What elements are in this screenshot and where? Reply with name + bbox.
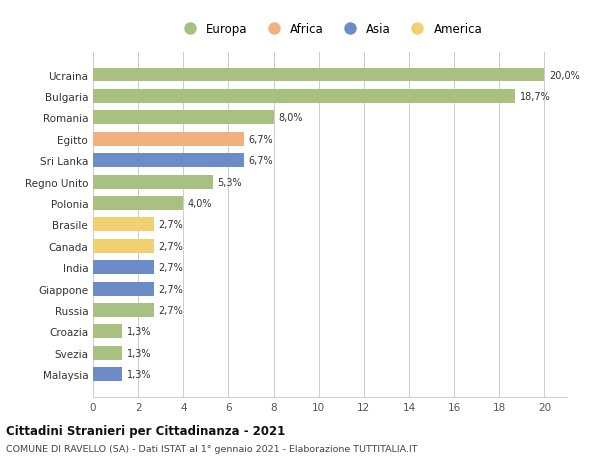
Text: Cittadini Stranieri per Cittadinanza - 2021: Cittadini Stranieri per Cittadinanza - 2… [6,424,285,437]
Text: 6,7%: 6,7% [249,156,274,166]
Bar [93,346,122,360]
Bar [93,282,154,296]
Bar [93,196,183,211]
Bar [93,239,154,253]
Text: 8,0%: 8,0% [278,113,302,123]
Text: 2,7%: 2,7% [158,284,183,294]
Text: 6,7%: 6,7% [249,134,274,145]
Bar [93,90,515,104]
Bar [93,261,154,274]
Text: 4,0%: 4,0% [188,199,212,208]
Bar [93,154,244,168]
Text: 2,7%: 2,7% [158,263,183,273]
Bar [93,133,244,146]
Text: 1,3%: 1,3% [127,348,151,358]
Text: 18,7%: 18,7% [520,92,550,102]
Bar [93,368,122,381]
Text: 5,3%: 5,3% [217,177,242,187]
Bar [93,111,274,125]
Bar [93,303,154,317]
Text: 20,0%: 20,0% [549,70,580,80]
Legend: Europa, Africa, Asia, America: Europa, Africa, Asia, America [175,21,485,39]
Bar [93,68,544,82]
Text: 1,3%: 1,3% [127,327,151,337]
Bar [93,218,154,232]
Text: 1,3%: 1,3% [127,369,151,380]
Bar [93,175,212,189]
Bar [93,325,122,339]
Text: COMUNE DI RAVELLO (SA) - Dati ISTAT al 1° gennaio 2021 - Elaborazione TUTTITALIA: COMUNE DI RAVELLO (SA) - Dati ISTAT al 1… [6,444,418,453]
Text: 2,7%: 2,7% [158,305,183,315]
Text: 2,7%: 2,7% [158,241,183,251]
Text: 2,7%: 2,7% [158,220,183,230]
